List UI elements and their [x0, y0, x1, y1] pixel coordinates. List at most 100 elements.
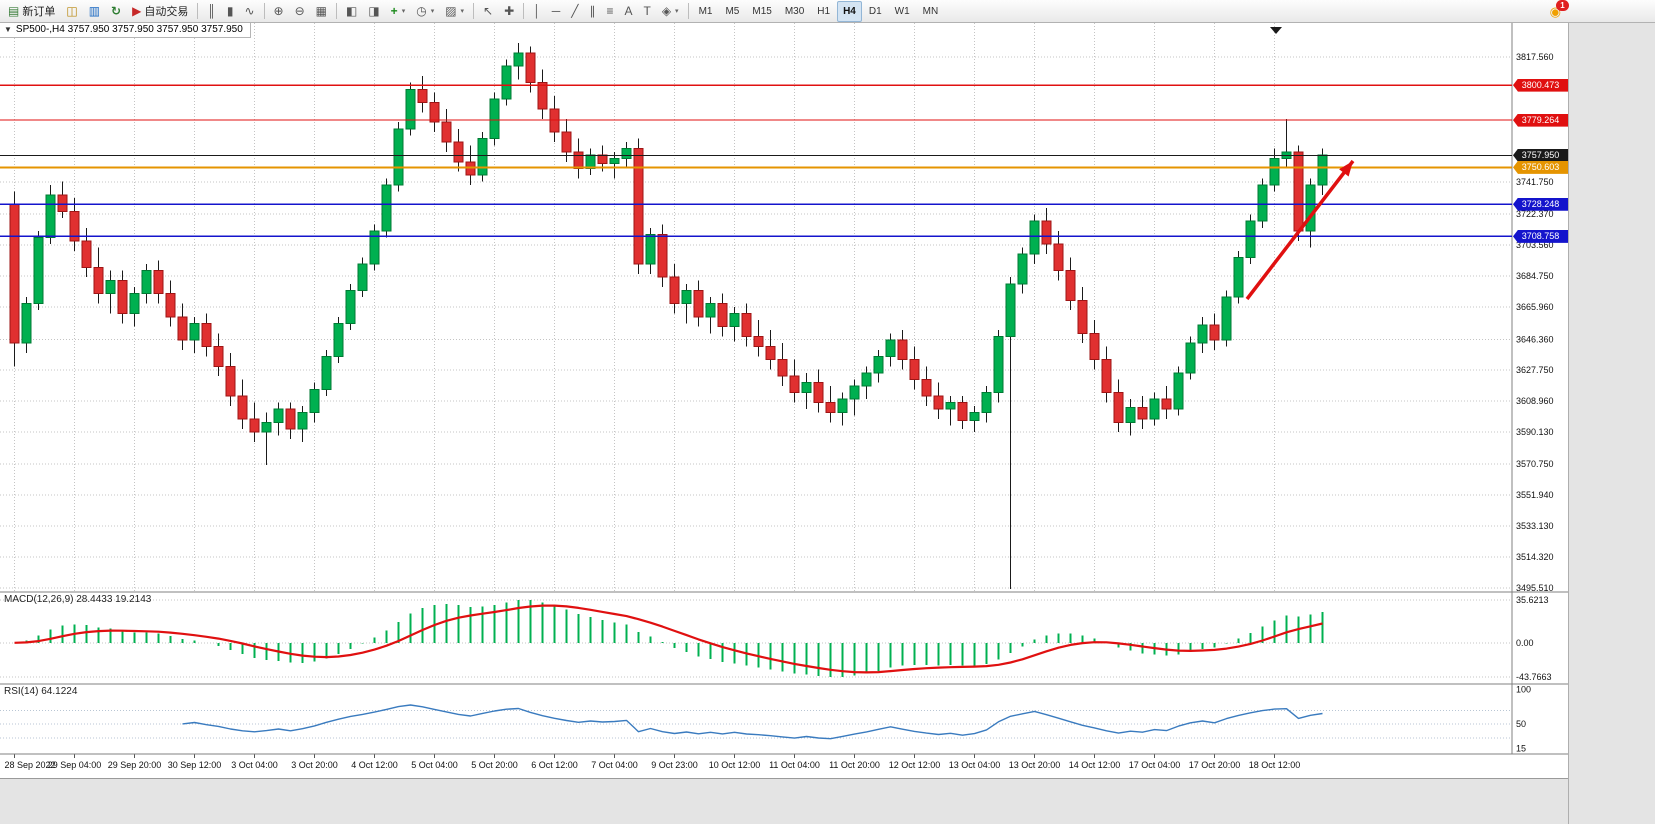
candlestick-chart-button[interactable]: ▮ — [222, 1, 239, 22]
add-indicator-icon: + — [390, 4, 398, 18]
timeframe-h4[interactable]: H4 — [837, 0, 862, 22]
horizontal-line-icon: ─ — [551, 4, 561, 18]
refresh-button[interactable]: ↻ — [106, 1, 126, 22]
macd-scale-label: 35.6213 — [1516, 595, 1549, 605]
price-badge-current-price: 3757.950 — [1513, 148, 1568, 162]
timeframe-m1[interactable]: M1 — [698, 5, 713, 17]
shapes-button[interactable]: ◈ ▾ — [657, 1, 684, 22]
rsi-scale-label: 15 — [1516, 744, 1526, 754]
zoom-in-button[interactable]: ⊕ — [269, 1, 289, 22]
time-axis-label: 5 Oct 04:00 — [411, 760, 458, 770]
price-axis-label: 3817.560 — [1516, 52, 1554, 62]
new-order-icon: ▤ — [8, 4, 20, 18]
time-axis-label: 28 Sep 2022 — [4, 760, 55, 770]
timeframe-d1[interactable]: D1 — [868, 5, 882, 17]
time-axis-label: 29 Sep 20:00 — [108, 760, 162, 770]
tile-windows-button[interactable]: ▦ — [311, 1, 332, 22]
timeframe-m15[interactable]: M15 — [752, 5, 772, 17]
trend-arrow[interactable] — [1245, 159, 1355, 301]
price-axis-label: 3590.130 — [1516, 427, 1554, 437]
price-axis-label: 3533.130 — [1516, 521, 1554, 531]
chart-shift-marker[interactable] — [1270, 27, 1282, 34]
timeframe-m30[interactable]: M30 — [784, 5, 805, 17]
price-chart[interactable]: 3817.560 3741.750 3722.370 3703.560 3684.750… — [0, 23, 1568, 778]
vertical-line-icon: │ — [533, 4, 541, 18]
arrange-left-button[interactable]: ◧ — [341, 1, 362, 22]
macd-scale-label: -43.7663 — [1516, 672, 1552, 682]
price-axis-label: 3646.360 — [1516, 334, 1554, 344]
time-axis-label: 3 Oct 20:00 — [291, 760, 338, 770]
cursor-button[interactable]: ↖ — [478, 1, 498, 22]
time-axis-label: 11 Oct 04:00 — [769, 760, 820, 770]
time-axis-label: 9 Oct 23:00 — [651, 760, 698, 770]
time-axis-label: 18 Oct 12:00 — [1249, 760, 1301, 770]
bottom-strip — [0, 778, 1568, 824]
price-axis-label: 3551.940 — [1516, 490, 1554, 500]
add-indicator-dropdown[interactable]: ▾ — [401, 8, 406, 15]
trendline-button[interactable]: ╱ — [566, 1, 583, 22]
time-axis-label: 5 Oct 20:00 — [471, 760, 518, 770]
arrange-left-icon: ◧ — [345, 4, 358, 18]
periods-button[interactable]: ◷ ▾ — [411, 1, 439, 22]
candlestick-chart-icon: ▮ — [226, 4, 234, 18]
line-chart-button[interactable]: ∿ — [239, 1, 259, 22]
add-indicator-button[interactable]: + ▾ — [386, 1, 411, 22]
timeframe-mn[interactable]: MN — [922, 5, 939, 17]
equidistant-channel-button[interactable]: ∥ — [584, 1, 600, 22]
time-axis-label: 3 Oct 04:00 — [231, 760, 278, 770]
profiles-button[interactable]: ▥ — [84, 1, 105, 22]
one-click-trading-toggle[interactable]: ▼ — [4, 25, 12, 34]
autotrading-icon: ▶ — [132, 4, 142, 18]
rsi-line — [182, 704, 1323, 740]
chart-title-bar: ▼ SP500-,H4 3757.950 3757.950 3757.950 3… — [0, 23, 251, 38]
toolbar-separator — [687, 3, 689, 19]
timeframe-h1[interactable]: H1 — [817, 5, 831, 17]
time-axis-label: 6 Oct 12:00 — [531, 760, 578, 770]
templates-button[interactable]: ▨ ▾ — [440, 1, 469, 22]
crosshair-button[interactable]: ✚ — [499, 1, 519, 22]
zoom-out-icon: ⊖ — [294, 4, 305, 18]
timeframe-w1[interactable]: W1 — [894, 5, 910, 17]
notification-badge: 1 — [1556, 0, 1569, 11]
templates-dropdown[interactable]: ▾ — [460, 8, 465, 15]
price-axis-label: 3570.750 — [1516, 459, 1554, 469]
horizontal-line-button[interactable]: ─ — [547, 1, 566, 22]
zoom-out-button[interactable]: ⊖ — [290, 1, 310, 22]
new-order-button[interactable]: ▤ 新订单 — [3, 1, 60, 22]
time-axis-label: 14 Oct 12:00 — [1069, 760, 1121, 770]
notifications-button[interactable]: ◉ 1 — [1545, 0, 1569, 22]
vertical-line-button[interactable]: │ — [528, 1, 546, 22]
autotrading-button[interactable]: ▶ 自动交易 — [127, 1, 193, 22]
timeframe-m5[interactable]: M5 — [725, 5, 740, 17]
profiles-icon: ▥ — [88, 4, 101, 18]
main-toolbar: ▤ 新订单 ◫ ▥ ↻ ▶ 自动交易 ║ ▮ ∿ ⊕ ⊖ ▦ ◧ ◨ + ▾ ◷ ▾ ▨ ▾ ↖ ✚ │ ─ ╱ ∥ ≡ A T ◈ ▾ M1 M… — [0, 0, 1655, 23]
price-badge-support-line: 3728.248 — [1513, 197, 1568, 211]
time-axis-label: 12 Oct 12:00 — [889, 760, 941, 770]
time-axis-label: 17 Oct 04:00 — [1129, 760, 1181, 770]
periods-dropdown[interactable]: ▾ — [430, 8, 435, 15]
bar-chart-button[interactable]: ║ — [202, 1, 221, 22]
text-button[interactable]: A — [619, 1, 637, 22]
arrange-right-button[interactable]: ◨ — [363, 1, 384, 22]
bar-chart-icon: ║ — [207, 4, 216, 18]
trendline-icon: ╱ — [571, 4, 579, 18]
chart-title-text: SP500-,H4 3757.950 3757.950 3757.950 375… — [15, 24, 243, 35]
shapes-dropdown[interactable]: ▾ — [675, 8, 679, 15]
time-axis-label: 7 Oct 04:00 — [591, 760, 638, 770]
macd-indicator-label: MACD(12,26,9) 28.4433 19.2143 — [4, 594, 152, 605]
periods-icon: ◷ — [416, 4, 427, 18]
chart-window[interactable]: 3817.560 3741.750 3722.370 3703.560 3684.750… — [0, 23, 1568, 778]
time-axis-label: 13 Oct 20:00 — [1009, 760, 1061, 770]
text-label-button[interactable]: T — [638, 1, 655, 22]
crosshair-icon: ✚ — [504, 4, 515, 18]
charts-bar-button[interactable]: ◫ — [61, 1, 82, 22]
fibonacci-button[interactable]: ≡ — [601, 1, 618, 22]
price-axis-label: 3627.750 — [1516, 365, 1554, 375]
price-axis-label: 3514.320 — [1516, 552, 1554, 562]
charts-bar-icon: ◫ — [66, 4, 78, 18]
time-axis-label: 11 Oct 20:00 — [829, 760, 880, 770]
candlestick-series — [9, 43, 1328, 589]
window-gutter — [1568, 23, 1655, 824]
rsi-scale-label: 50 — [1516, 719, 1526, 729]
